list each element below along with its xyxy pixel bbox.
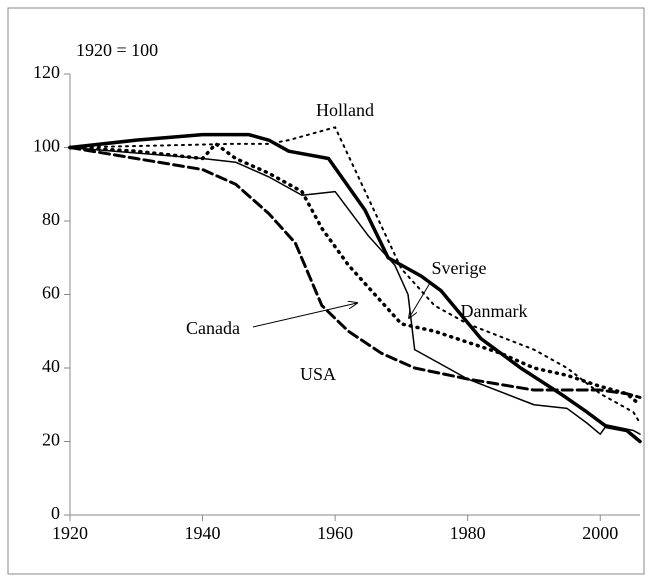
arrow	[409, 282, 431, 318]
arrow	[252, 303, 357, 328]
chart-border	[7, 7, 645, 575]
x-tick-label: 1940	[185, 523, 221, 543]
y-tick-label: 60	[42, 283, 60, 303]
line-series	[69, 146, 641, 435]
line-series	[68, 142, 642, 407]
y-tick-label: 80	[42, 209, 60, 229]
x-tick-label: 1960	[317, 523, 353, 543]
x-tick-label: 1920	[52, 523, 88, 543]
line-series	[68, 132, 642, 444]
x-tick-label: 1980	[450, 523, 486, 543]
line-series	[68, 146, 642, 399]
y-tick-label: 40	[42, 356, 60, 376]
y-tick-label: 20	[42, 430, 60, 450]
annotation: Holland	[316, 100, 374, 120]
y-tick-label: 120	[33, 62, 60, 82]
y-tick-label: 0	[51, 503, 60, 523]
x-tick-label: 2000	[582, 523, 618, 543]
line-series	[69, 126, 641, 425]
annotation: Danmark	[461, 301, 528, 321]
annotation: Sverige	[432, 258, 487, 278]
y-tick-label: 100	[33, 136, 60, 156]
chart-title: 1920 = 100	[76, 40, 158, 60]
annotation: USA	[300, 364, 336, 384]
annotation: Canada	[186, 318, 240, 338]
